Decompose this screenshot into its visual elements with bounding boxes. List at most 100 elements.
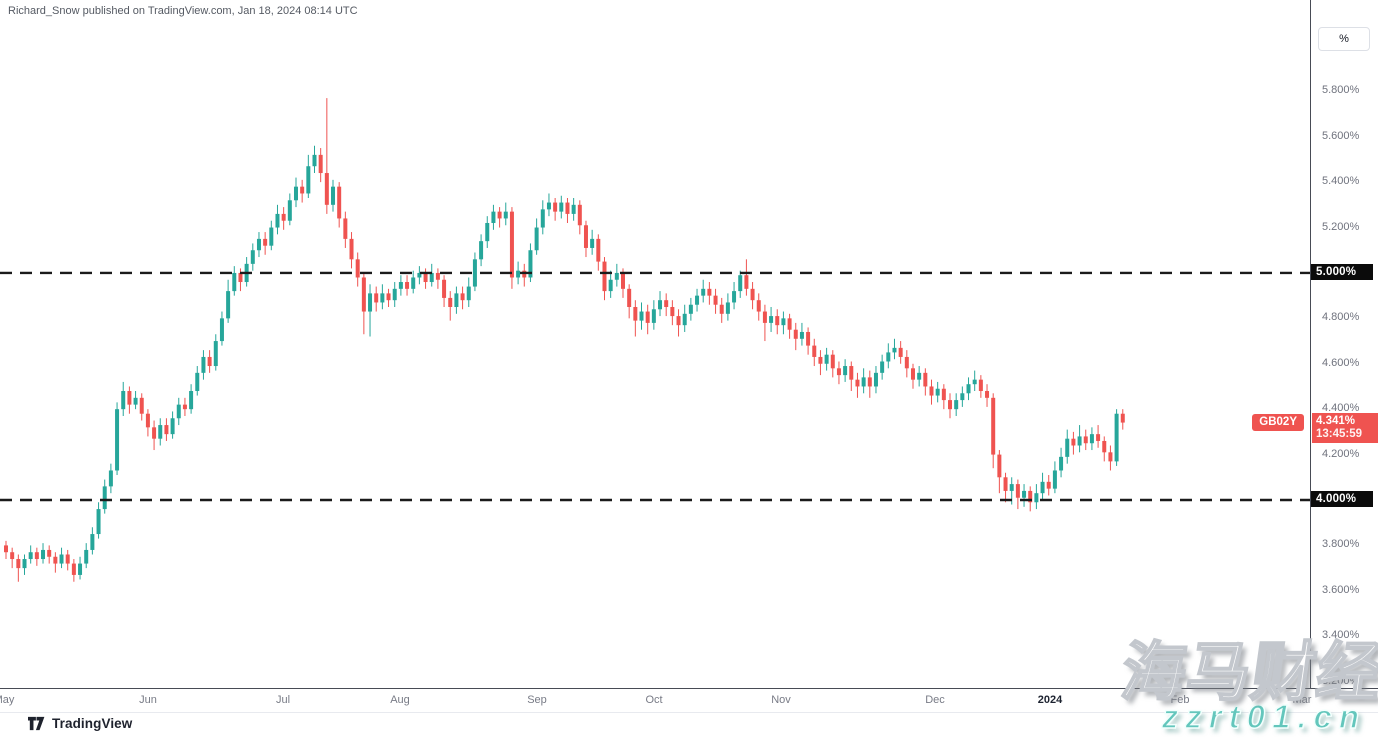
candle-body bbox=[1028, 490, 1033, 503]
candle-body bbox=[873, 372, 878, 387]
level-price-label: 4.000% bbox=[1311, 490, 1373, 507]
candle-body bbox=[59, 554, 64, 564]
candle-body bbox=[1040, 481, 1045, 494]
candle-body bbox=[849, 366, 854, 380]
candle-body bbox=[910, 368, 915, 380]
candle-body bbox=[96, 509, 101, 535]
price-axis[interactable]: % 6.000%5.800%5.600%5.400%5.200%4.800%4.… bbox=[1310, 0, 1378, 688]
candle-body bbox=[985, 391, 990, 398]
candle-body bbox=[121, 391, 126, 410]
candle-body bbox=[775, 316, 780, 326]
candle-body bbox=[380, 293, 385, 303]
candle-body bbox=[602, 261, 607, 292]
candle-body bbox=[337, 186, 342, 219]
candle-body bbox=[590, 238, 595, 248]
candle-body bbox=[917, 372, 922, 380]
candle-body bbox=[966, 384, 971, 394]
month-label: Feb bbox=[1170, 694, 1190, 706]
candle-body bbox=[287, 200, 292, 221]
percent-unit-button[interactable]: % bbox=[1318, 27, 1370, 51]
month-label: Dec bbox=[925, 694, 945, 706]
candle-body bbox=[898, 347, 903, 357]
candle-body bbox=[787, 318, 792, 330]
candle-body bbox=[213, 341, 218, 367]
footer-bar: TradingView bbox=[0, 713, 1378, 742]
candle-body bbox=[880, 361, 885, 373]
candle-body bbox=[725, 302, 730, 314]
candle-body bbox=[1003, 477, 1008, 491]
candle-body bbox=[1071, 438, 1076, 446]
candle-body bbox=[886, 352, 891, 362]
price-tick-label: 3.800% bbox=[1322, 538, 1360, 551]
candle-body bbox=[78, 563, 83, 575]
candle-body bbox=[281, 213, 286, 221]
price-tick-label: 4.200% bbox=[1322, 447, 1360, 460]
candle-body bbox=[818, 356, 823, 364]
candle-body bbox=[534, 227, 539, 251]
candle-body bbox=[28, 552, 33, 560]
candle-body bbox=[978, 379, 983, 392]
chart-canvas[interactable] bbox=[0, 0, 1310, 688]
candle-body bbox=[707, 288, 712, 296]
candle-body bbox=[929, 386, 934, 396]
candle-body bbox=[1077, 436, 1082, 446]
candle-body bbox=[361, 277, 366, 312]
price-tick-label: 5.400% bbox=[1322, 175, 1360, 188]
candle-body bbox=[1065, 438, 1070, 457]
candle-body bbox=[577, 204, 582, 226]
candle-body bbox=[47, 549, 52, 557]
candle-body bbox=[164, 425, 169, 435]
candle-body bbox=[435, 272, 440, 280]
candle-body bbox=[312, 154, 317, 167]
candle-body bbox=[972, 379, 977, 385]
candle-body bbox=[306, 166, 311, 194]
time-axis[interactable]: May Jun Jul Aug Sep Oct Nov Dec 2024 Feb Mar bbox=[0, 688, 1378, 713]
candle-body bbox=[250, 250, 255, 264]
candle-body bbox=[935, 388, 940, 396]
candle-body bbox=[614, 272, 619, 280]
support-resistance-lines bbox=[0, 271, 1310, 502]
candle-body bbox=[824, 354, 829, 364]
candle-body bbox=[923, 372, 928, 387]
candle-body bbox=[855, 379, 860, 387]
candlestick-chart bbox=[0, 98, 1310, 582]
price-tick-label: 3.200% bbox=[1322, 674, 1360, 687]
price-tick-label: 3.600% bbox=[1322, 583, 1360, 596]
month-label: Nov bbox=[771, 694, 791, 706]
candle-body bbox=[1114, 413, 1119, 462]
candle-body bbox=[256, 238, 261, 251]
candle-body bbox=[269, 227, 274, 246]
candle-body bbox=[423, 272, 428, 283]
month-label: Jul bbox=[275, 694, 291, 706]
candle-body bbox=[41, 549, 46, 560]
candle-body bbox=[170, 418, 175, 435]
tradingview-brand-text: TradingView bbox=[52, 716, 133, 731]
candle-body bbox=[127, 391, 132, 405]
candle-body bbox=[65, 554, 70, 564]
candle-body bbox=[238, 272, 243, 283]
candle-body bbox=[398, 282, 403, 289]
month-label: Aug bbox=[390, 694, 410, 706]
candle-body bbox=[485, 222, 490, 242]
candle-body bbox=[454, 293, 459, 307]
candle-body bbox=[368, 293, 373, 312]
candle-body bbox=[583, 225, 588, 248]
candle-body bbox=[509, 211, 514, 278]
candle-body bbox=[762, 311, 767, 323]
candle-body bbox=[152, 427, 157, 439]
candle-body bbox=[732, 291, 737, 303]
candle-body bbox=[670, 306, 675, 317]
candle-body bbox=[10, 552, 15, 560]
candle-body bbox=[442, 279, 447, 298]
candle-body bbox=[405, 282, 410, 289]
bar-countdown: 13:45:59 bbox=[1316, 427, 1363, 440]
tradingview-brand-link[interactable]: TradingView bbox=[28, 716, 132, 731]
candle-body bbox=[232, 272, 237, 292]
candle-body bbox=[540, 209, 545, 228]
candle-body bbox=[565, 202, 570, 214]
candle-body bbox=[682, 313, 687, 326]
candle-body bbox=[1089, 434, 1094, 444]
candle-body bbox=[176, 404, 181, 419]
candle-body bbox=[1052, 470, 1057, 489]
